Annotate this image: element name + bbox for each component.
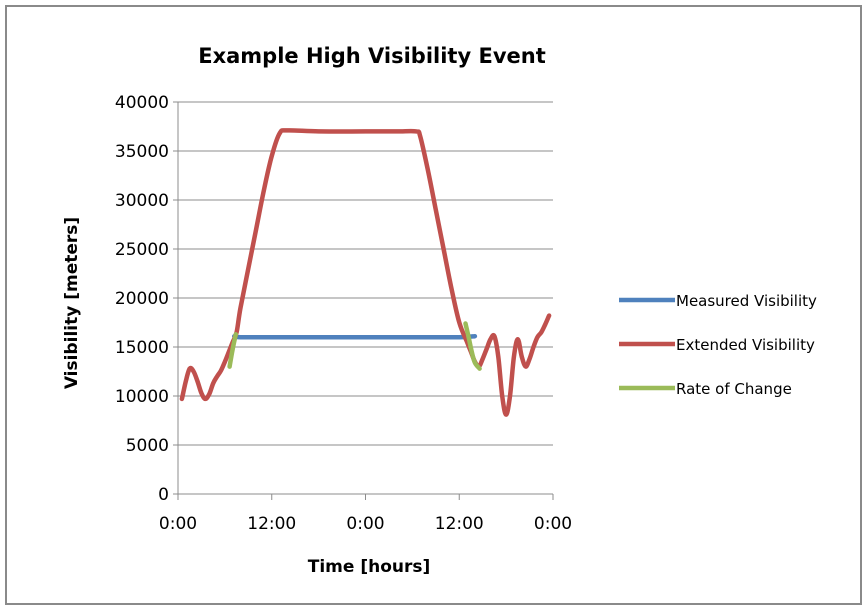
chart: Example High Visibility Event 0 5000 10000…	[62, 44, 817, 577]
y-tick-label: 25000	[115, 240, 169, 260]
axes	[173, 101, 554, 500]
x-tick-label: 0:00	[534, 514, 572, 534]
x-tick-labels: 0:00 12:00 0:00 12:00 0:00	[159, 514, 572, 534]
chart-title: Example High Visibility Event	[198, 44, 546, 68]
y-tick-labels: 0 5000 10000 15000 20000 25000 30000 35000 40000	[115, 93, 169, 505]
series-line-extended-visibility	[179, 128, 552, 417]
x-tick-label: 0:00	[346, 514, 384, 534]
y-tick-label: 20000	[115, 289, 169, 309]
y-tick-label: 30000	[115, 191, 169, 211]
series-layer	[179, 128, 552, 417]
series-line-rate-of-change	[227, 332, 239, 369]
x-tick-label: 0:00	[159, 514, 197, 534]
x-tick-label: 12:00	[435, 514, 484, 534]
y-tick-label: 40000	[115, 93, 169, 113]
legend: Measured Visibility Extended Visibility Ra…	[619, 292, 817, 398]
chart-frame: Example High Visibility Event 0 5000 10000…	[5, 5, 862, 605]
x-axis-title: Time [hours]	[308, 557, 431, 577]
series-line-rate-of-change	[463, 321, 482, 371]
legend-label-extended-visibility: Extended Visibility	[676, 336, 815, 354]
y-tick-label: 0	[158, 485, 169, 505]
series-line-measured-visibility	[232, 333, 478, 340]
gridlines	[178, 101, 553, 446]
y-axis-title: Visibility [meters]	[62, 217, 82, 389]
x-tick-label: 12:00	[247, 514, 296, 534]
legend-label-rate-of-change: Rate of Change	[676, 380, 792, 398]
y-tick-label: 5000	[126, 436, 169, 456]
y-tick-label: 10000	[115, 387, 169, 407]
y-tick-label: 15000	[115, 338, 169, 358]
y-tick-label: 35000	[115, 142, 169, 162]
legend-label-measured-visibility: Measured Visibility	[676, 292, 817, 310]
